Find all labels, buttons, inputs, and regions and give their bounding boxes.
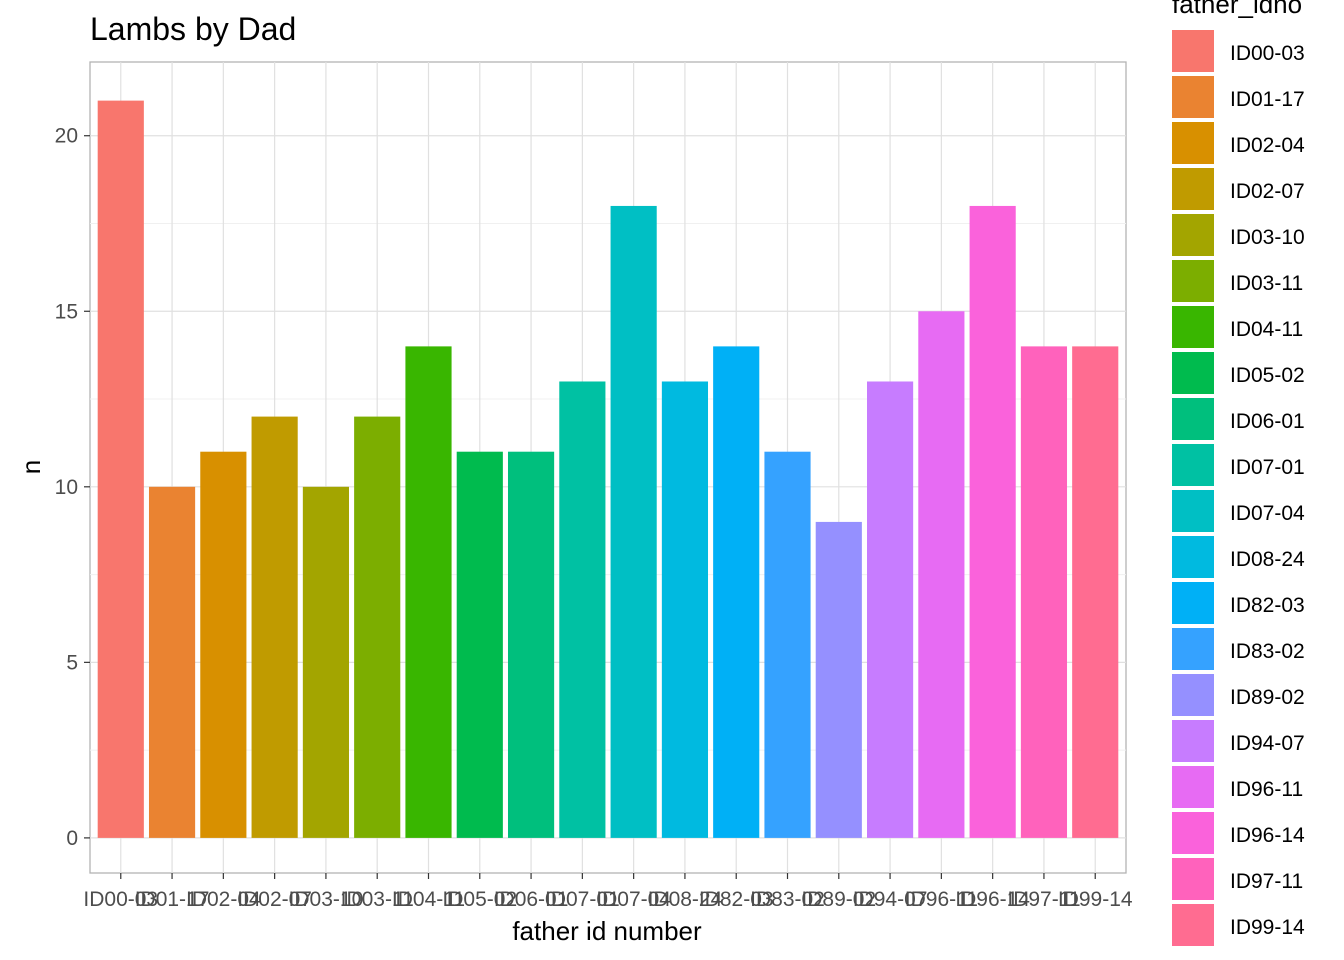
legend-key-id08-24 xyxy=(1172,536,1214,578)
y-axis-title: n xyxy=(16,460,46,474)
y-tick-label: 10 xyxy=(55,476,78,499)
y-tick-label: 0 xyxy=(66,827,78,850)
bar-id07-01 xyxy=(559,381,606,838)
bar-id99-14 xyxy=(1072,346,1119,838)
legend-key-id89-02 xyxy=(1172,674,1214,716)
legend-label: ID99-14 xyxy=(1230,916,1305,939)
legend-key-id00-03 xyxy=(1172,30,1214,72)
bar-id08-24 xyxy=(661,381,709,838)
x-tick-label: ID03-10 xyxy=(289,888,364,911)
x-tick-label: ID07-01 xyxy=(545,888,620,911)
legend-label: ID07-01 xyxy=(1230,456,1305,479)
x-tick-label: ID82-03 xyxy=(699,888,774,911)
bars xyxy=(97,100,1119,838)
legend-key-id96-11 xyxy=(1172,766,1214,808)
legend-key-id05-02 xyxy=(1172,352,1214,394)
bar-id05-02 xyxy=(456,451,503,838)
legend-key-id99-14 xyxy=(1172,904,1214,946)
x-tick-label: ID99-14 xyxy=(1058,888,1133,911)
legend-key-id07-01 xyxy=(1172,444,1214,486)
legend-label: ID02-04 xyxy=(1230,134,1305,157)
y-tick-label: 20 xyxy=(55,125,78,148)
x-tick-label: ID07-04 xyxy=(596,888,671,911)
legend-label: ID82-03 xyxy=(1230,594,1305,617)
legend-label: ID97-11 xyxy=(1230,870,1303,893)
legend-label: ID08-24 xyxy=(1230,548,1305,571)
legend-key-id94-07 xyxy=(1172,720,1214,762)
y-tick-label: 5 xyxy=(66,651,78,674)
x-tick-label: ID08-24 xyxy=(648,888,723,911)
x-tick-label: ID83-02 xyxy=(750,888,825,911)
legend-key-id04-11 xyxy=(1172,306,1214,348)
legend: ID00-03 ID01-17 ID02-04 ID02-07 ID03-10 ID03-… xyxy=(1172,30,1305,946)
bar-id03-11 xyxy=(354,416,401,838)
legend-key-id01-17 xyxy=(1172,76,1214,118)
legend-label: ID89-02 xyxy=(1230,686,1305,709)
legend-key-id97-11 xyxy=(1172,858,1214,900)
x-tick-label: ID89-02 xyxy=(801,888,876,911)
x-axis-ticks: ID00-03ID01-17ID02-04ID02-07ID03-10ID03-… xyxy=(83,873,1133,911)
bar-id03-10 xyxy=(302,486,349,838)
bar-id82-03 xyxy=(713,346,760,838)
bar-id89-02 xyxy=(815,521,862,838)
legend-label: ID07-04 xyxy=(1230,502,1305,525)
legend-label: ID83-02 xyxy=(1230,640,1305,663)
bar-id96-14 xyxy=(969,205,1016,838)
legend-label: ID96-11 xyxy=(1230,778,1303,801)
legend-key-id82-03 xyxy=(1172,582,1214,624)
legend-label: ID02-07 xyxy=(1230,180,1305,203)
bar-id96-11 xyxy=(918,311,965,838)
legend-label: ID06-01 xyxy=(1230,410,1305,433)
legend-label: ID03-10 xyxy=(1230,226,1305,249)
legend-key-id03-11 xyxy=(1172,260,1214,302)
x-tick-label: ID94-07 xyxy=(853,888,928,911)
legend-label: ID96-14 xyxy=(1230,824,1305,847)
bar-id07-04 xyxy=(610,205,657,838)
bar-id04-11 xyxy=(405,346,452,838)
legend-key-id02-07 xyxy=(1172,168,1214,210)
x-tick-label: ID02-07 xyxy=(237,888,312,911)
bar-id02-07 xyxy=(251,416,298,838)
legend-title: father_idno xyxy=(1172,0,1302,19)
bar-id83-02 xyxy=(764,451,811,838)
y-axis-ticks: 0 5 10 15 20 xyxy=(55,125,90,850)
x-tick-label: ID04-11 xyxy=(392,888,465,911)
x-tick-label: ID05-02 xyxy=(442,888,517,911)
x-tick-label: ID96-14 xyxy=(955,888,1030,911)
legend-key-id02-04 xyxy=(1172,122,1214,164)
x-axis-title: father id number xyxy=(512,916,702,946)
legend-key-id07-04 xyxy=(1172,490,1214,532)
bar-id00-03 xyxy=(97,100,144,838)
x-tick-label: ID00-03 xyxy=(83,888,158,911)
x-tick-label: ID96-11 xyxy=(905,888,978,911)
legend-label: ID01-17 xyxy=(1230,88,1305,111)
legend-label: ID00-03 xyxy=(1230,42,1305,65)
legend-key-id06-01 xyxy=(1172,398,1214,440)
bar-id94-07 xyxy=(867,381,914,838)
bar-id01-17 xyxy=(148,486,196,838)
x-tick-label: ID97-11 xyxy=(1007,888,1080,911)
bar-id97-11 xyxy=(1020,346,1068,838)
legend-key-id96-14 xyxy=(1172,812,1214,854)
legend-label: ID94-07 xyxy=(1230,732,1305,755)
x-tick-label: ID06-01 xyxy=(494,888,569,911)
legend-label: ID04-11 xyxy=(1230,318,1303,341)
bar-id06-01 xyxy=(507,451,555,838)
legend-label: ID05-02 xyxy=(1230,364,1305,387)
chart-title: Lambs by Dad xyxy=(90,11,296,47)
x-tick-label: ID01-17 xyxy=(135,888,210,911)
x-tick-label: ID02-04 xyxy=(186,888,261,911)
bar-id02-04 xyxy=(200,451,247,838)
legend-key-id03-10 xyxy=(1172,214,1214,256)
y-tick-label: 15 xyxy=(55,300,78,323)
legend-label: ID03-11 xyxy=(1230,272,1303,295)
legend-key-id83-02 xyxy=(1172,628,1214,670)
x-tick-label: ID03-11 xyxy=(341,888,414,911)
